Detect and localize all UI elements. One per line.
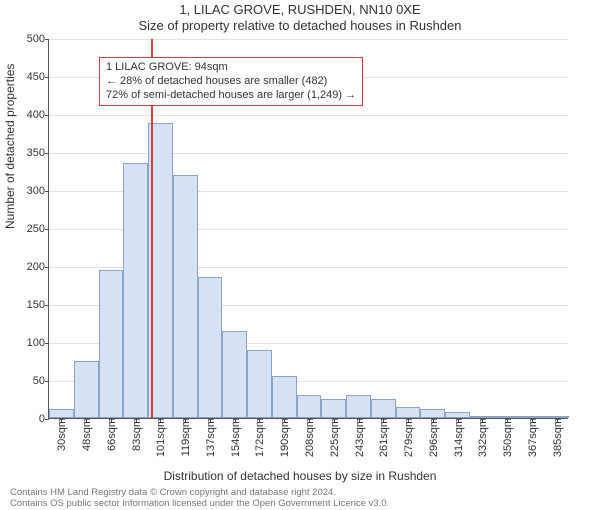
gridline xyxy=(49,39,568,40)
histogram-bar xyxy=(371,399,396,418)
footer-line-1: Contains HM Land Registry data © Crown c… xyxy=(10,487,600,498)
xtick-label: 243sqm xyxy=(352,418,366,457)
ytick-label: 100 xyxy=(15,337,49,349)
plot-area: 05010015020025030035040045050030sqm48sqm… xyxy=(48,39,568,419)
ytick-label: 200 xyxy=(15,261,49,273)
ytick-label: 350 xyxy=(15,147,49,159)
xtick-label: 279sqm xyxy=(401,418,415,457)
xtick-label: 225sqm xyxy=(327,418,341,457)
ytick-label: 150 xyxy=(15,299,49,311)
xtick-label: 30sqm xyxy=(54,418,68,451)
histogram-bar xyxy=(74,361,99,418)
xtick-label: 367sqm xyxy=(525,418,539,457)
gridline xyxy=(49,115,568,116)
subtitle: Size of property relative to detached ho… xyxy=(0,18,600,33)
xtick-label: 48sqm xyxy=(79,418,93,451)
footer-line-2: Contains OS public sector information li… xyxy=(10,498,600,509)
ytick-label: 450 xyxy=(15,71,49,83)
histogram-bar xyxy=(222,331,247,418)
xtick-label: 332sqm xyxy=(475,418,489,457)
histogram-bar xyxy=(173,175,198,418)
annotation-line-2: ← 28% of detached houses are smaller (48… xyxy=(106,75,356,89)
ytick-label: 400 xyxy=(15,109,49,121)
annotation-line-3: 72% of semi-detached houses are larger (… xyxy=(106,89,356,103)
histogram-bar xyxy=(297,395,322,418)
gridline xyxy=(49,153,568,154)
ytick-label: 500 xyxy=(15,33,49,45)
xtick-label: 119sqm xyxy=(178,418,192,456)
xtick-label: 350sqm xyxy=(500,418,514,457)
footer-attribution: Contains HM Land Registry data © Crown c… xyxy=(10,487,600,510)
histogram-bar xyxy=(321,399,346,418)
xtick-label: 190sqm xyxy=(277,418,291,457)
xtick-label: 314sqm xyxy=(451,418,465,457)
xtick-label: 296sqm xyxy=(426,418,440,457)
annotation-box: 1 LILAC GROVE: 94sqm← 28% of detached ho… xyxy=(99,57,363,106)
xtick-label: 66sqm xyxy=(104,418,118,451)
histogram-bar xyxy=(49,409,74,418)
ytick-label: 300 xyxy=(15,185,49,197)
histogram-bar xyxy=(396,407,421,418)
histogram-bar xyxy=(247,350,272,418)
xtick-label: 83sqm xyxy=(129,418,143,451)
annotation-line-1: 1 LILAC GROVE: 94sqm xyxy=(106,61,356,75)
histogram-bar xyxy=(346,395,371,418)
xtick-label: 385sqm xyxy=(550,418,564,457)
xtick-label: 208sqm xyxy=(302,418,316,457)
ytick-label: 0 xyxy=(15,413,49,425)
ytick-label: 50 xyxy=(15,375,49,387)
histogram-bar xyxy=(420,409,445,418)
histogram-bar xyxy=(123,163,148,418)
histogram-bar xyxy=(272,376,297,418)
histogram-bar xyxy=(198,277,223,418)
xtick-label: 101sqm xyxy=(153,418,167,457)
x-axis-label: Distribution of detached houses by size … xyxy=(0,469,600,483)
supertitle: 1, LILAC GROVE, RUSHDEN, NN10 0XE xyxy=(0,2,600,17)
xtick-label: 172sqm xyxy=(252,418,266,457)
xtick-label: 137sqm xyxy=(203,418,217,457)
histogram-bar xyxy=(99,270,124,418)
ytick-label: 250 xyxy=(15,223,49,235)
xtick-label: 154sqm xyxy=(228,418,242,457)
xtick-label: 261sqm xyxy=(376,418,390,457)
chart-container: Number of detached properties 0501001502… xyxy=(48,39,568,419)
